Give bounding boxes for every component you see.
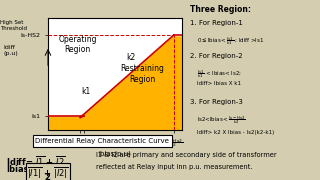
Text: Idiff> Ibias X k1: Idiff> Ibias X k1 <box>197 81 241 86</box>
Text: Restraining
Region: Restraining Region <box>120 64 164 84</box>
Text: reflected at Relay input inn p.u. measurement.: reflected at Relay input inn p.u. measur… <box>96 164 252 170</box>
Text: Ibias=: Ibias= <box>6 165 36 174</box>
Text: Three Region:: Three Region: <box>190 4 252 14</box>
Text: 3. For Region-3: 3. For Region-3 <box>190 99 243 105</box>
Text: Idiff= $\overline{I1}$ + $\overline{I2}$: Idiff= $\overline{I1}$ + $\overline{I2}$ <box>6 154 66 168</box>
Text: 2: 2 <box>44 173 51 180</box>
Text: k2: k2 <box>126 53 135 62</box>
Text: Idiff> k2 X Ibias - Is2(k2-k1): Idiff> k2 X Ibias - Is2(k2-k1) <box>197 130 274 135</box>
Text: High Set
Threshold: High Set Threshold <box>0 20 27 31</box>
Text: Operating
Region: Operating Region <box>58 35 97 55</box>
X-axis label: Ibias(p.u): Ibias(p.u) <box>99 151 132 157</box>
Text: Differential Relay Characteristic Curve: Differential Relay Characteristic Curve <box>36 138 169 144</box>
Text: Is2<Ibias< $\frac{Is-Hs2}{k2}$: Is2<Ibias< $\frac{Is-Hs2}{k2}$ <box>197 115 245 126</box>
Text: 1. For Region-1: 1. For Region-1 <box>190 20 243 26</box>
Text: 2. For Region-2: 2. For Region-2 <box>190 53 243 59</box>
Polygon shape <box>48 35 174 117</box>
Text: k1: k1 <box>82 87 91 96</box>
Text: Idiff
(p.u): Idiff (p.u) <box>3 45 18 56</box>
Text: 0$\leq$Ibias< $\frac{Is1}{k1}$ ; Idiff >Is1: 0$\leq$Ibias< $\frac{Is1}{k1}$ ; Idiff >… <box>197 35 264 47</box>
Text: I1 & I2 are primary and secondary side of transformer: I1 & I2 are primary and secondary side o… <box>96 152 276 158</box>
Text: $\overline{|I1|}$ + $\overline{|I2|}$: $\overline{|I1|}$ + $\overline{|I2|}$ <box>27 165 69 180</box>
Text: $\frac{Is1}{k1}$ < Ibias< Is2;: $\frac{Is1}{k1}$ < Ibias< Is2; <box>197 69 241 80</box>
